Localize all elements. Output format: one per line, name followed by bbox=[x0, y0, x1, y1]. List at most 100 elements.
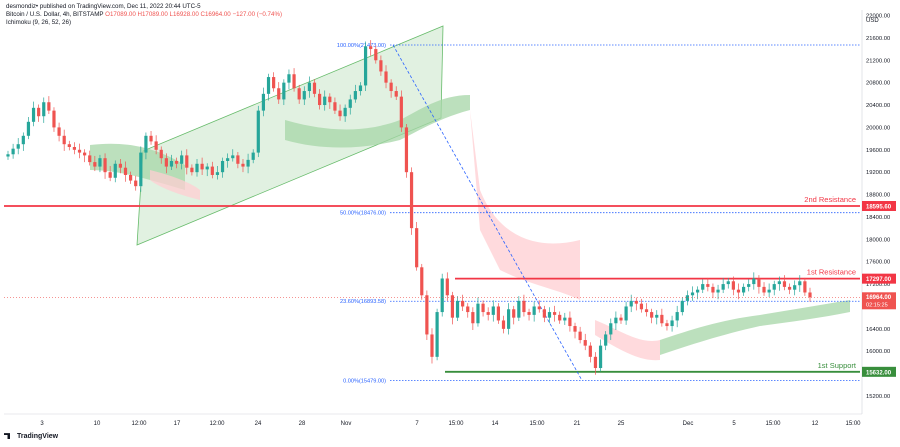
candle bbox=[113, 160, 117, 183]
candle bbox=[363, 41, 368, 92]
candle-body bbox=[384, 71, 388, 83]
candle bbox=[134, 175, 138, 191]
y-tick-label: 19600.00 bbox=[866, 148, 890, 154]
candle bbox=[747, 279, 751, 292]
x-tick-label: 15:00 bbox=[845, 421, 861, 427]
candle bbox=[706, 277, 710, 292]
candle-body bbox=[190, 167, 194, 173]
candle bbox=[67, 140, 71, 151]
x-tick-label: 21 bbox=[574, 421, 581, 427]
candle-body bbox=[154, 141, 158, 150]
candle-body bbox=[72, 146, 77, 150]
candle-body bbox=[185, 155, 189, 168]
candle bbox=[593, 352, 598, 375]
candle-body bbox=[752, 278, 756, 285]
candle-body bbox=[455, 300, 460, 318]
candle bbox=[466, 303, 470, 318]
candle bbox=[287, 69, 291, 90]
candle bbox=[552, 305, 557, 322]
x-tick-label: 28 bbox=[299, 421, 306, 427]
candle bbox=[205, 163, 209, 177]
x-tick-label: 24 bbox=[255, 421, 262, 427]
candle bbox=[527, 308, 531, 321]
candle-body bbox=[251, 152, 255, 160]
bar-countdown: 02:15:25 bbox=[866, 302, 888, 308]
candle bbox=[282, 79, 286, 106]
candle-body bbox=[246, 159, 250, 167]
fib-trendline bbox=[392, 44, 583, 381]
candle bbox=[292, 68, 296, 92]
candle-body bbox=[272, 77, 276, 89]
x-tick-label: Nov bbox=[341, 421, 352, 427]
candle bbox=[558, 311, 562, 324]
candle-body bbox=[552, 312, 557, 315]
candle bbox=[266, 73, 271, 101]
candle bbox=[522, 294, 526, 317]
candle-body bbox=[777, 281, 781, 285]
candle bbox=[409, 167, 414, 235]
candle bbox=[236, 152, 240, 169]
candle bbox=[680, 297, 684, 316]
candle bbox=[108, 166, 112, 182]
candle bbox=[343, 104, 347, 122]
candle bbox=[624, 301, 628, 325]
candle-body bbox=[782, 281, 787, 287]
candle-body bbox=[374, 49, 378, 61]
candle-body bbox=[660, 314, 664, 324]
y-tick-label: 18000.00 bbox=[866, 237, 890, 243]
candle-body bbox=[88, 155, 92, 163]
candle bbox=[144, 132, 148, 160]
candle bbox=[629, 294, 633, 313]
candle-body bbox=[205, 166, 209, 170]
level-label-0: 2nd Resistance bbox=[804, 195, 856, 204]
candle bbox=[139, 146, 143, 192]
candle bbox=[445, 272, 449, 301]
candle-body bbox=[767, 289, 771, 293]
candle-body bbox=[200, 163, 204, 170]
candle bbox=[389, 79, 393, 98]
candle bbox=[501, 315, 506, 334]
candle bbox=[174, 157, 179, 169]
candle bbox=[793, 280, 797, 296]
candle-body bbox=[614, 317, 618, 324]
candle-body bbox=[573, 326, 577, 332]
candle-body bbox=[399, 96, 403, 128]
candle-body bbox=[629, 300, 633, 307]
candle bbox=[614, 311, 618, 330]
candle bbox=[246, 153, 250, 174]
candle-body bbox=[568, 317, 572, 327]
candle-body bbox=[721, 284, 725, 290]
candle-body bbox=[83, 152, 87, 156]
candle-body bbox=[787, 286, 792, 290]
candle-body bbox=[604, 334, 608, 346]
candle bbox=[583, 333, 587, 351]
candle-body bbox=[134, 180, 138, 187]
price-tag-2: 15632.00 bbox=[866, 370, 892, 376]
candle-body bbox=[379, 60, 383, 72]
candle-body bbox=[650, 312, 654, 318]
candle-body bbox=[517, 300, 521, 318]
candle bbox=[312, 79, 317, 98]
candle bbox=[563, 312, 567, 325]
candle bbox=[598, 339, 603, 372]
candle-body bbox=[328, 96, 332, 103]
candle bbox=[578, 326, 582, 344]
candle bbox=[369, 40, 373, 56]
candle-body bbox=[547, 312, 552, 318]
y-tick-label: 16400.00 bbox=[866, 327, 890, 333]
candle bbox=[241, 159, 245, 173]
candle bbox=[440, 273, 444, 317]
candle bbox=[215, 166, 220, 180]
candle-body bbox=[67, 144, 71, 147]
candle bbox=[128, 171, 133, 184]
candle bbox=[190, 164, 194, 176]
candle-body bbox=[226, 158, 230, 161]
x-tick-label: 15:00 bbox=[765, 421, 781, 427]
ichimoku-cloud-3 bbox=[470, 110, 580, 300]
candle-body bbox=[277, 88, 281, 100]
candle bbox=[231, 149, 235, 162]
candle-body bbox=[440, 278, 444, 313]
x-tick-label: 15:00 bbox=[448, 421, 464, 427]
candle bbox=[650, 308, 654, 324]
